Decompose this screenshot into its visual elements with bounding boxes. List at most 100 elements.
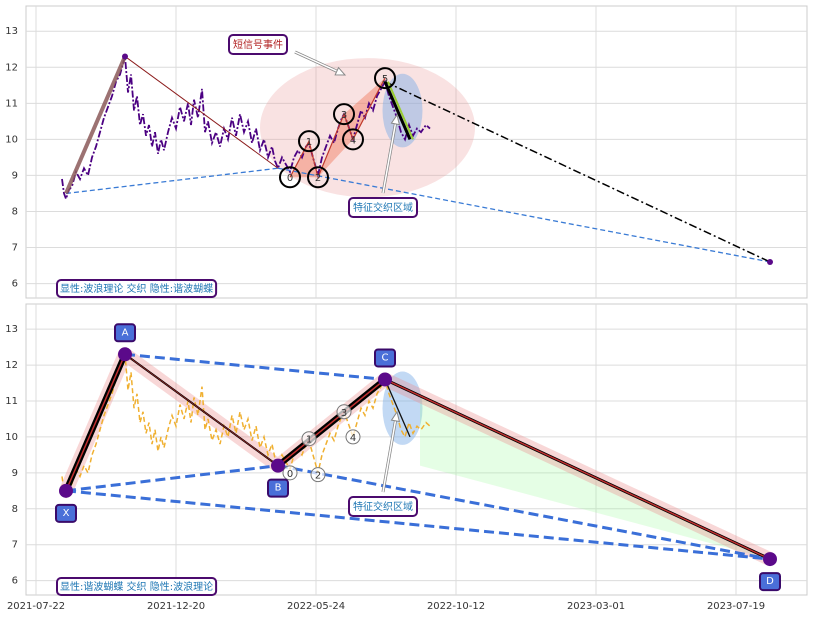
wave-point — [282, 465, 298, 481]
annotation: 特征交织区域 — [353, 201, 413, 214]
pattern-leg-core — [384, 378, 771, 560]
label-box — [228, 34, 288, 55]
annotation-arrow — [382, 420, 397, 493]
wave-point — [279, 166, 301, 189]
y-tick-label: 7 — [12, 540, 18, 551]
trend-line — [277, 464, 771, 561]
trend-line — [65, 464, 279, 493]
y-tick-label: 10 — [5, 432, 18, 443]
wave-point — [345, 429, 361, 445]
annotation-arrowhead — [390, 410, 401, 423]
wave-area — [344, 78, 385, 140]
annotation: 短信号事件 — [233, 38, 283, 51]
pattern-leg — [124, 56, 279, 169]
projection-glow — [387, 81, 414, 140]
y-tick-label: 11 — [5, 98, 18, 109]
y-tick-label: 6 — [12, 279, 18, 290]
projection-line — [383, 81, 412, 140]
pivot-label-box — [55, 503, 77, 523]
y-tick-label: 10 — [5, 134, 18, 145]
pivot-point — [767, 258, 773, 265]
pivot-label: A — [122, 327, 129, 338]
x-tick-label: 2023-03-01 — [567, 601, 625, 612]
forecast-line — [384, 81, 771, 263]
y-tick-label: 13 — [5, 324, 18, 335]
y-tick-label: 9 — [12, 170, 18, 181]
annotation: 特征交织区域 — [353, 500, 413, 513]
pattern-leg-core — [65, 353, 126, 492]
wave-label: 2 — [315, 173, 321, 184]
y-tick-label: 12 — [5, 62, 18, 73]
pivot-label: B — [275, 483, 282, 494]
pivot-label: D — [766, 576, 774, 587]
wave-label: 3 — [341, 110, 347, 121]
highlight-region — [382, 371, 423, 445]
annotation-arrow — [294, 51, 338, 72]
y-tick-label: 12 — [5, 360, 18, 371]
wave-label: 3 — [341, 408, 347, 419]
x-tick-label: 2023-07-19 — [707, 601, 765, 612]
pivot-label: C — [382, 352, 389, 363]
wave-point — [333, 103, 355, 126]
pattern-label: 显性:谐波蝴蝶 交织 隐性:波浪理论 — [60, 580, 213, 593]
wave-point — [301, 431, 317, 447]
wave-point — [298, 130, 320, 153]
x-tick-label: 2022-05-24 — [287, 601, 345, 612]
annotation-arrow — [382, 123, 397, 194]
y-tick-label: 7 — [12, 243, 18, 254]
pivot-point — [378, 372, 392, 387]
y-tick-label: 11 — [5, 396, 18, 407]
pivot-label-box — [267, 478, 289, 498]
x-tick-label: 2022-10-12 — [427, 601, 485, 612]
wave-label: 5 — [382, 74, 388, 85]
label-box — [56, 577, 218, 596]
pivot-point — [271, 458, 285, 473]
trend-line — [65, 489, 771, 561]
wave-point — [336, 404, 352, 420]
pivot-label: X — [63, 508, 70, 519]
trend-line — [65, 167, 279, 195]
pattern-leg-core — [277, 378, 386, 467]
y-tick-label: 13 — [5, 26, 18, 37]
wave-label: 4 — [350, 135, 356, 146]
x-tick-label: 2021-07-22 — [7, 601, 65, 612]
x-tick-label: 2021-12-20 — [147, 601, 205, 612]
pattern-label: 显性:波浪理论 交织 隐性:谐波蝴蝶 — [60, 282, 213, 295]
wave-point — [310, 467, 326, 483]
pattern-leg-core — [124, 354, 279, 466]
wave-point — [342, 128, 364, 151]
label-box — [348, 496, 418, 517]
y-tick-label: 9 — [12, 468, 18, 479]
wave-point — [307, 166, 329, 189]
wave-label: 2 — [315, 471, 321, 482]
wave-label: 1 — [306, 435, 312, 446]
y-tick-label: 8 — [12, 504, 18, 515]
trend-line — [124, 352, 386, 381]
plot-area — [25, 303, 808, 596]
wave-label: 4 — [350, 433, 356, 444]
label-box — [56, 279, 218, 298]
pivot-label-box — [114, 323, 136, 343]
pivot-label-box — [759, 572, 781, 592]
wave-area — [318, 114, 353, 178]
annotation-arrowhead — [390, 113, 401, 126]
pivot-point — [122, 53, 128, 60]
y-tick-label: 6 — [12, 576, 18, 587]
pivot-point — [118, 347, 132, 362]
plot-area — [25, 5, 808, 299]
y-tick-label: 8 — [12, 206, 18, 217]
trend-line — [277, 167, 771, 263]
pivot-point — [763, 552, 777, 567]
pivot-label-box — [374, 348, 396, 368]
annotation-arrowhead — [334, 66, 347, 76]
pattern-leg — [64, 55, 127, 195]
wave-label: 0 — [287, 173, 293, 184]
wave-label: 1 — [306, 137, 312, 148]
wave-line — [289, 77, 386, 180]
pivot-point — [59, 483, 73, 498]
projection-line — [384, 379, 411, 438]
wave-point — [374, 67, 396, 90]
wave-label: 0 — [287, 469, 293, 480]
label-box — [348, 197, 418, 218]
